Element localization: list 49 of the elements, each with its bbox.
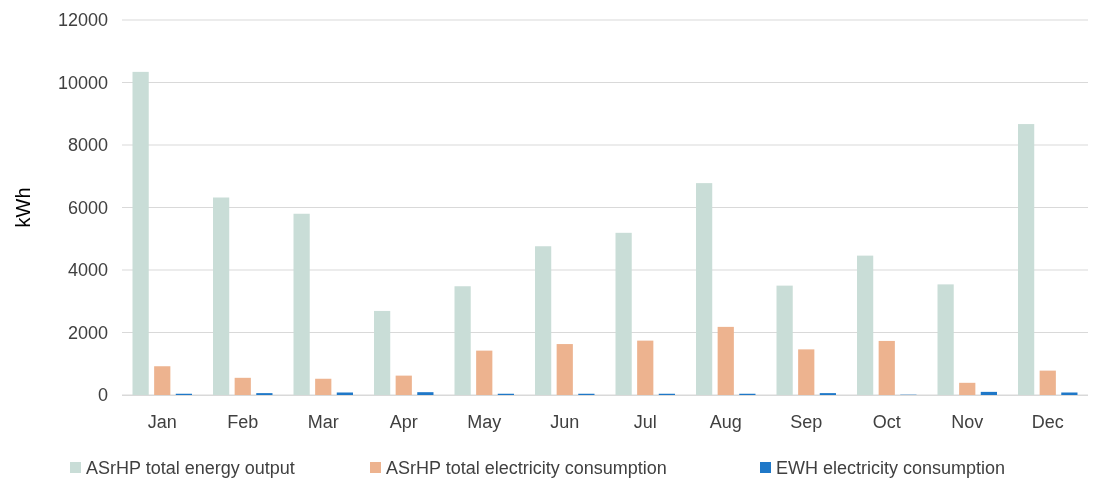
y-tick-label: 6000 [67,197,108,218]
y-tick-label: 4000 [67,260,108,281]
x-tick-label: Jul [633,412,657,432]
bar [937,284,954,395]
bar [476,350,493,395]
y-tick-label: 2000 [67,322,108,343]
bar [615,232,632,395]
bar [637,340,654,395]
bar [293,213,310,395]
legend-label: ASrHP total energy output [86,458,295,479]
bar [1039,370,1056,395]
bar [454,286,471,395]
bar [154,366,171,395]
bar [857,255,874,395]
legend-label: EWH electricity consumption [776,458,1006,479]
bar [1018,124,1035,395]
bar [980,391,997,395]
x-tick-label: May [467,412,502,432]
y-tick-label: 10000 [57,72,108,93]
bar [878,340,895,395]
x-tick-label: Mar [307,412,339,432]
bar [798,349,815,395]
bar [234,377,251,395]
x-tick-label: Oct [872,412,901,432]
x-tick-label: Jan [147,412,177,432]
y-tick-label: 12000 [57,10,108,31]
x-tick-label: Apr [389,412,418,432]
bar [213,197,230,395]
legend-label: ASrHP total electricity consumption [386,458,667,479]
bar [776,285,793,395]
bar [395,375,412,395]
bar [959,382,976,395]
y-tick-label: 8000 [67,135,108,156]
bar [417,392,434,395]
x-tick-label: Nov [951,412,984,432]
y-tick-label: 0 [97,385,108,406]
x-tick-label: Jun [550,412,580,432]
bar [717,326,734,395]
bar [374,310,391,395]
x-tick-label: Dec [1031,412,1064,432]
bar [132,71,149,395]
bar [535,246,552,395]
bar [315,378,332,395]
x-tick-label: Feb [227,412,259,432]
y-axis-title: kWh [12,187,34,228]
bar [556,344,573,395]
x-tick-label: Aug [709,412,742,432]
x-tick-label: Sep [790,412,823,432]
bar [696,183,713,395]
